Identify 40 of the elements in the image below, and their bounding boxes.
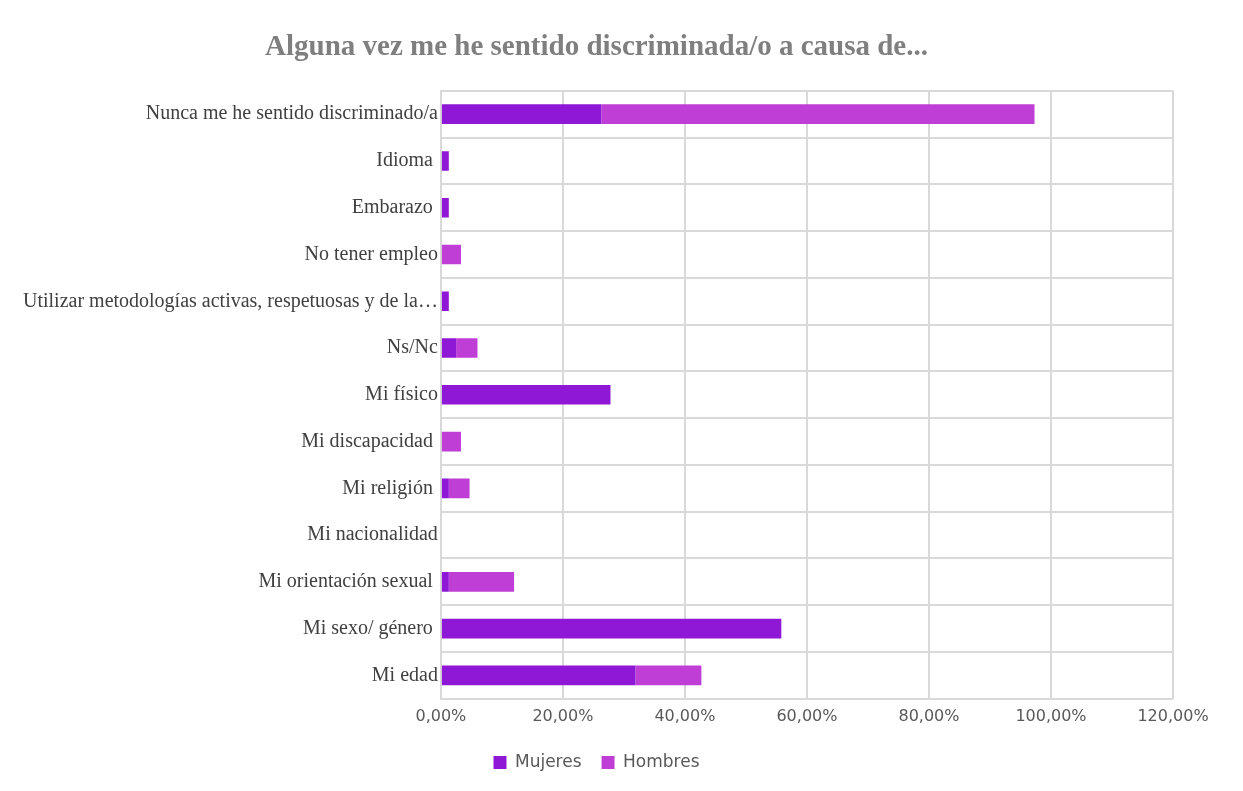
bar [441, 618, 782, 639]
bar [441, 572, 449, 592]
y-tick-label: Mi discapacidad [301, 428, 438, 452]
y-tick-label: Mi orientación sexual [258, 569, 438, 592]
bar [456, 338, 478, 358]
bar [441, 104, 602, 125]
bar [441, 151, 449, 171]
bar [441, 338, 457, 358]
bar [601, 104, 1035, 125]
x-tick-label: 60,00% [776, 705, 838, 725]
y-tick-label: Idioma [376, 148, 438, 171]
chart-title: Alguna vez me he sentido discriminada/o a causa de... [265, 28, 928, 61]
bar [448, 572, 515, 592]
y-tick-label: Mi religión [342, 475, 438, 499]
bar [441, 478, 449, 499]
bar [441, 244, 462, 265]
y-tick-label: Mi sexo/ género [302, 615, 438, 639]
y-tick-label: Ns/Nc [386, 335, 438, 358]
bar [441, 384, 611, 405]
y-tick-label: No tener empleo [304, 241, 438, 265]
y-tick-label: Nunca me he sentido discriminado/a [145, 101, 438, 124]
bar [448, 478, 470, 499]
bar [635, 665, 702, 686]
bar [441, 291, 449, 312]
y-tick-label: Utilizar metodologías activas, respetuosas y de la… [22, 288, 438, 312]
y-tick-label: Embarazo [351, 194, 438, 217]
x-tick-label: 120,00% [1137, 705, 1209, 725]
x-tick-label: 80,00% [898, 705, 960, 725]
y-tick-label: Mi nacionalidad [307, 522, 438, 545]
legend-label: Mujeres [514, 750, 582, 771]
y-tick-label: Mi edad [371, 662, 438, 685]
legend-label: Hombres [623, 750, 700, 771]
x-tick-label: 100,00% [1015, 705, 1087, 725]
bar [441, 665, 636, 686]
x-tick-label: 40,00% [654, 705, 716, 725]
bar [441, 197, 449, 218]
x-tick-label: 20,00% [532, 705, 594, 725]
bar [441, 431, 462, 452]
x-tick-label: 0,00% [415, 705, 467, 725]
y-tick-label: Mi físico [365, 382, 438, 405]
